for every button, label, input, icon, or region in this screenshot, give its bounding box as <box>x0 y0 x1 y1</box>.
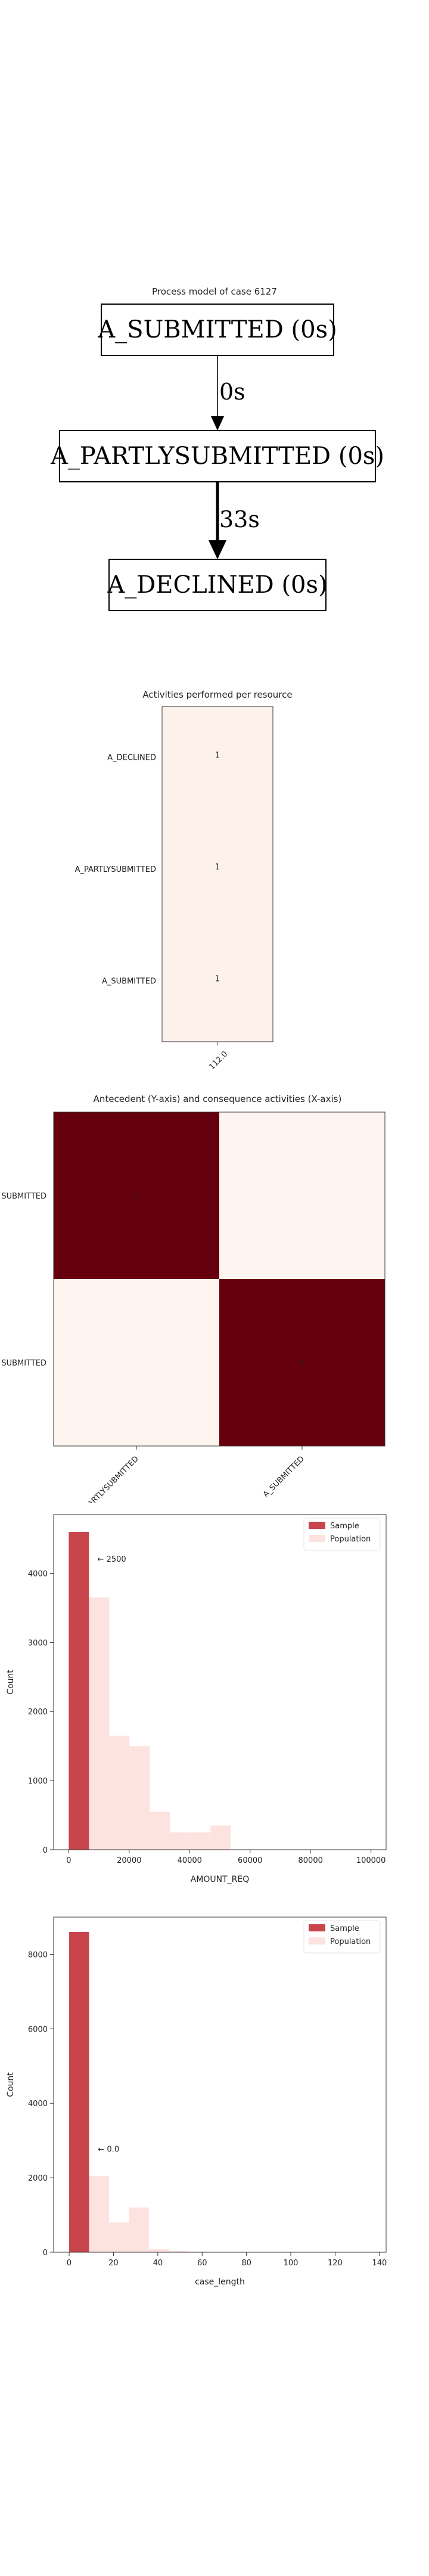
process-edge-label: 0s <box>219 379 245 405</box>
y-tick-label: 8000 <box>28 1950 48 1959</box>
amount-req-histogram: 0 20000 40000 60000 80000 100000 0 1000 2000 3000… <box>6 1514 387 1884</box>
y-tick-label: 4000 <box>28 2100 48 2109</box>
row-label: A_SUBMITTED <box>102 977 156 986</box>
x-tick-label: 40 <box>153 2259 163 2268</box>
x-axis-label: AMOUNT_REQ <box>191 1875 250 1884</box>
cell-value: 1 <box>215 751 220 760</box>
chart-title: Activities performed per resource <box>142 689 292 700</box>
y-tick-label: 2000 <box>28 2174 48 2183</box>
process-model-diagram: Process model of case 6127 A_SUBMITTED (… <box>50 286 384 611</box>
population-bar <box>190 1832 211 1850</box>
population-bar <box>89 2175 109 2252</box>
sample-bar <box>69 1531 89 1850</box>
population-bar <box>150 1812 170 1850</box>
column-label: 112.0 <box>207 1049 229 1072</box>
y-tick-label: 1000 <box>28 1777 48 1786</box>
annotation: ← 0.0 <box>98 2145 119 2154</box>
process-node-submitted: A_SUBMITTED (0s) <box>97 304 337 356</box>
heatmap-cell <box>54 1112 219 1279</box>
plot-frame <box>53 1916 387 2253</box>
heatmap-cell <box>162 818 273 930</box>
y-tick-label: 4000 <box>28 1569 48 1578</box>
row-label: A_DECLINED <box>107 754 156 763</box>
population-bar <box>129 1746 150 1850</box>
population-bar <box>170 1832 191 1850</box>
process-node-label: A_SUBMITTED (0s) <box>97 316 337 343</box>
heatmap-cell <box>54 1279 219 1446</box>
legend-swatch <box>309 1937 325 1945</box>
plot-frame <box>53 1514 387 1850</box>
x-tick-label: 0 <box>66 1856 71 1865</box>
legend-swatch <box>309 1522 325 1529</box>
x-tick-label: 100 <box>284 2259 299 2268</box>
row-label: SUBMITTED <box>1 1359 46 1368</box>
x-tick-label: 60000 <box>238 1856 262 1865</box>
population-bar <box>210 1825 231 1850</box>
y-tick-label: 0 <box>43 1846 48 1855</box>
process-node-label: A_PARTLYSUBMITTED (0s) <box>50 442 384 470</box>
cell-value: 1 <box>215 974 220 983</box>
heatmap-cell <box>162 930 273 1042</box>
process-node-label: A_DECLINED (0s) <box>107 571 327 599</box>
x-tick-label: 100000 <box>356 1856 386 1865</box>
population-bar <box>109 2222 129 2252</box>
y-tick-label: 0 <box>43 2249 48 2258</box>
y-axis-label: Count <box>6 1670 15 1695</box>
process-model-title: Process model of case 6127 <box>152 286 277 297</box>
row-label: A_PARTLYSUBMITTED <box>75 865 156 874</box>
heatmap-cell <box>219 1279 385 1446</box>
antecedent-consequence-heatmap: Antecedent (Y-axis) and consequence acti… <box>1 1094 386 1503</box>
legend-label: Sample <box>330 1522 359 1531</box>
population-bar <box>129 2207 149 2252</box>
cell-value: 1 <box>215 863 220 872</box>
legend-label: Population <box>330 1937 371 1946</box>
y-axis-label: Count <box>6 2072 15 2097</box>
y-tick-label: 6000 <box>28 2025 48 2034</box>
population-bar <box>148 2249 169 2252</box>
process-edge-partly-declined: 33s <box>209 482 260 559</box>
chart-title: Antecedent (Y-axis) and consequence acti… <box>94 1094 342 1104</box>
x-tick-label: 80000 <box>299 1856 323 1865</box>
cell-value: 1 <box>134 1192 139 1201</box>
legend-label: Population <box>330 1535 371 1544</box>
row-label: SUBMITTED <box>1 1192 46 1201</box>
population-bar <box>169 2251 189 2252</box>
y-tick-label: 3000 <box>28 1639 48 1648</box>
x-tick-label: 80 <box>241 2259 251 2268</box>
process-edge-label: 33s <box>219 506 260 532</box>
cell-value: 1 <box>300 1359 304 1368</box>
population-bar <box>109 1735 130 1850</box>
legend-swatch <box>309 1535 325 1542</box>
column-label: A_SUBMITTED <box>262 1454 306 1499</box>
process-edge-submitted-partly: 0s <box>211 355 245 431</box>
activities-per-resource-heatmap: Activities performed per resource 1 A_DEC… <box>75 689 293 1072</box>
heatmap-cell <box>162 707 273 819</box>
case-length-histogram: 0 20 40 60 80 100 120 140 0 2000 4000 6000 8000 case_… <box>6 1916 387 2287</box>
process-node-declined: A_DECLINED (0s) <box>107 559 328 611</box>
x-tick-label: 20000 <box>117 1856 141 1865</box>
x-tick-label: 60 <box>197 2259 207 2268</box>
heatmap-cell <box>219 1112 385 1279</box>
x-tick-label: 0 <box>67 2259 72 2268</box>
x-axis-label: case_length <box>195 2277 245 2287</box>
legend-label: Sample <box>330 1924 359 1933</box>
annotation: ← 2500 <box>98 1555 126 1564</box>
x-tick-label: 20 <box>108 2259 119 2268</box>
y-tick-label: 2000 <box>28 1708 48 1717</box>
population-bar <box>89 1597 110 1850</box>
x-tick-label: 140 <box>372 2259 387 2268</box>
x-tick-label: 120 <box>328 2259 343 2268</box>
x-tick-label: 40000 <box>178 1856 202 1865</box>
process-node-partlysubmitted: A_PARTLYSUBMITTED (0s) <box>50 430 384 482</box>
legend-swatch <box>309 1924 325 1931</box>
sample-bar <box>69 1931 89 2252</box>
heatmap-frame <box>53 1111 386 1447</box>
column-label: A_PARTLYSUBMITTED <box>77 1454 141 1503</box>
